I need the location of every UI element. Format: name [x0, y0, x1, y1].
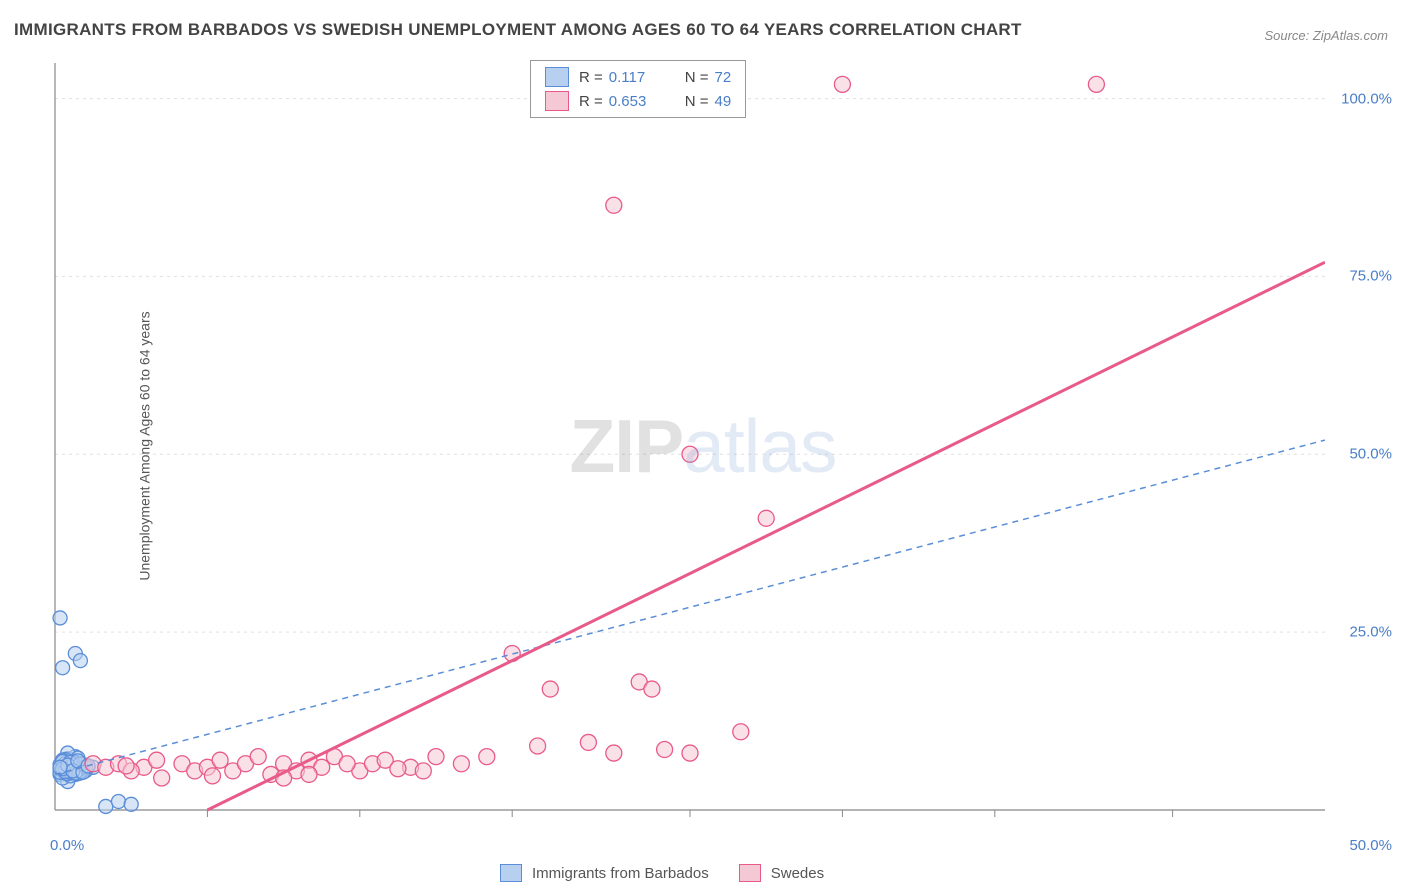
legend-r-label: R = — [579, 69, 603, 86]
chart-title: IMMIGRANTS FROM BARBADOS VS SWEDISH UNEM… — [14, 20, 1022, 40]
legend-row: R = 0.653 N = 49 — [531, 89, 745, 113]
y-tick-label: 25.0% — [1349, 624, 1392, 641]
source-attribution: Source: ZipAtlas.com — [1264, 28, 1388, 43]
legend-swatch — [545, 67, 569, 87]
series-legend: Immigrants from Barbados Swedes — [500, 864, 824, 882]
legend-n-label: N = — [685, 93, 709, 110]
legend-row: R = 0.117 N = 72 — [531, 65, 745, 89]
x-tick-label: 0.0% — [50, 837, 84, 854]
legend-r-value: 0.117 — [609, 69, 667, 86]
legend-r-value: 0.653 — [609, 93, 667, 110]
legend-swatch — [500, 864, 522, 882]
correlation-legend: R = 0.117 N = 72 R = 0.653 N = 49 — [530, 60, 746, 118]
legend-swatch — [545, 91, 569, 111]
y-tick-label: 100.0% — [1341, 90, 1392, 107]
scatter-plot-svg — [45, 55, 1325, 835]
x-tick-label: 50.0% — [1349, 837, 1392, 854]
series-legend-item: Swedes — [739, 864, 824, 882]
series-legend-label: Immigrants from Barbados — [532, 865, 709, 882]
legend-n-label: N = — [685, 69, 709, 86]
chart-plot-area — [45, 55, 1325, 835]
y-tick-label: 75.0% — [1349, 268, 1392, 285]
legend-r-label: R = — [579, 93, 603, 110]
series-legend-label: Swedes — [771, 865, 824, 882]
legend-n-value: 49 — [715, 93, 732, 110]
series-legend-item: Immigrants from Barbados — [500, 864, 709, 882]
legend-swatch — [739, 864, 761, 882]
legend-n-value: 72 — [715, 69, 732, 86]
y-tick-label: 50.0% — [1349, 446, 1392, 463]
